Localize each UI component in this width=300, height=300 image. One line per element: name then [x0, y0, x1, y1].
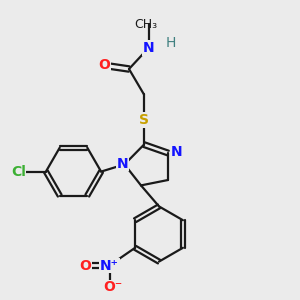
Text: N: N	[117, 157, 128, 170]
Text: N⁺: N⁺	[100, 259, 119, 272]
Text: O: O	[80, 259, 92, 272]
Text: N: N	[143, 41, 154, 55]
Text: S: S	[139, 113, 149, 127]
Text: H: H	[166, 36, 176, 50]
Text: Cl: Cl	[11, 165, 26, 178]
Text: O: O	[98, 58, 110, 72]
Text: CH₃: CH₃	[134, 17, 157, 31]
Text: O⁻: O⁻	[103, 280, 122, 294]
Text: N: N	[171, 145, 183, 158]
